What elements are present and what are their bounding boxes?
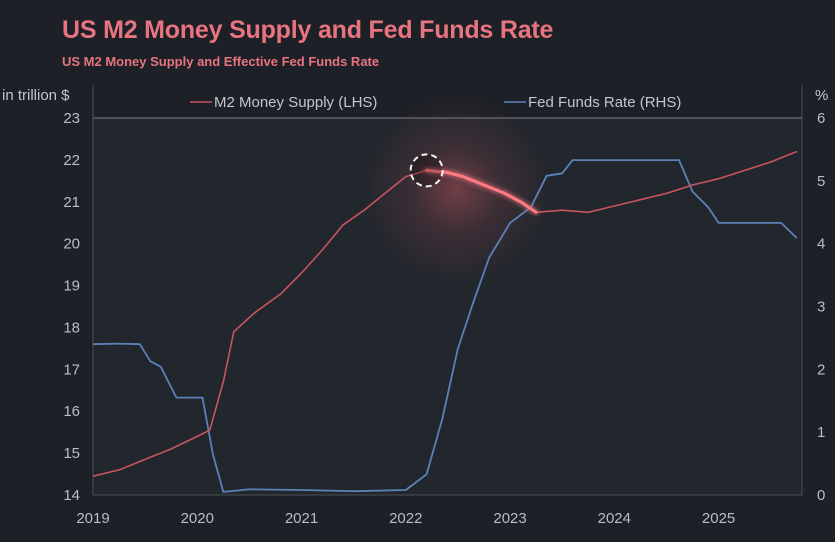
legend: M2 Money Supply (LHS) Fed Funds Rate (RH… [190,94,681,111]
legend-fed-label: Fed Funds Rate (RHS) [528,94,681,111]
y-right-tick-6: 6 [817,110,825,127]
x-tick-2023: 2023 [493,510,526,527]
y-right-tick-3: 3 [817,299,825,316]
y-left-tick-23: 23 [63,110,80,127]
x-tick-2022: 2022 [389,510,422,527]
y-left-tick-15: 15 [63,445,80,462]
y-left-tick-20: 20 [63,236,80,253]
y-left-tick-22: 22 [63,152,80,169]
x-tick-2024: 2024 [598,510,631,527]
chart-title: US M2 Money Supply and Fed Funds Rate [62,16,554,44]
y-left-tick-16: 16 [63,403,80,420]
highlight-marker-ring [409,153,444,188]
y-right-tick-1: 1 [817,424,825,441]
x-tick-2025: 2025 [702,510,735,527]
y-left-tick-14: 14 [63,487,80,504]
series-layer [92,150,798,493]
y-left-tick-18: 18 [63,319,80,336]
legend-m2-label: M2 Money Supply (LHS) [214,94,377,111]
y-left-axis-title: in trillion $ [2,87,70,104]
fed-funds-line [92,159,798,493]
y-left-tick-19: 19 [63,278,80,295]
y-right-axis-title: % [815,87,828,104]
m2-highlight-segment [425,168,538,214]
x-tick-2021: 2021 [285,510,318,527]
y-left-tick-17: 17 [63,361,80,378]
x-tick-2019: 2019 [76,510,109,527]
y-right-tick-2: 2 [817,361,825,378]
y-right-tick-4: 4 [817,236,825,253]
y-left-tick-21: 21 [63,194,80,211]
y-right-tick-0: 0 [817,487,825,504]
y-right-tick-5: 5 [817,173,825,190]
highlight-glow [361,95,552,286]
chart-subtitle: US M2 Money Supply and Effective Fed Fun… [62,54,380,69]
x-tick-2020: 2020 [181,510,214,527]
